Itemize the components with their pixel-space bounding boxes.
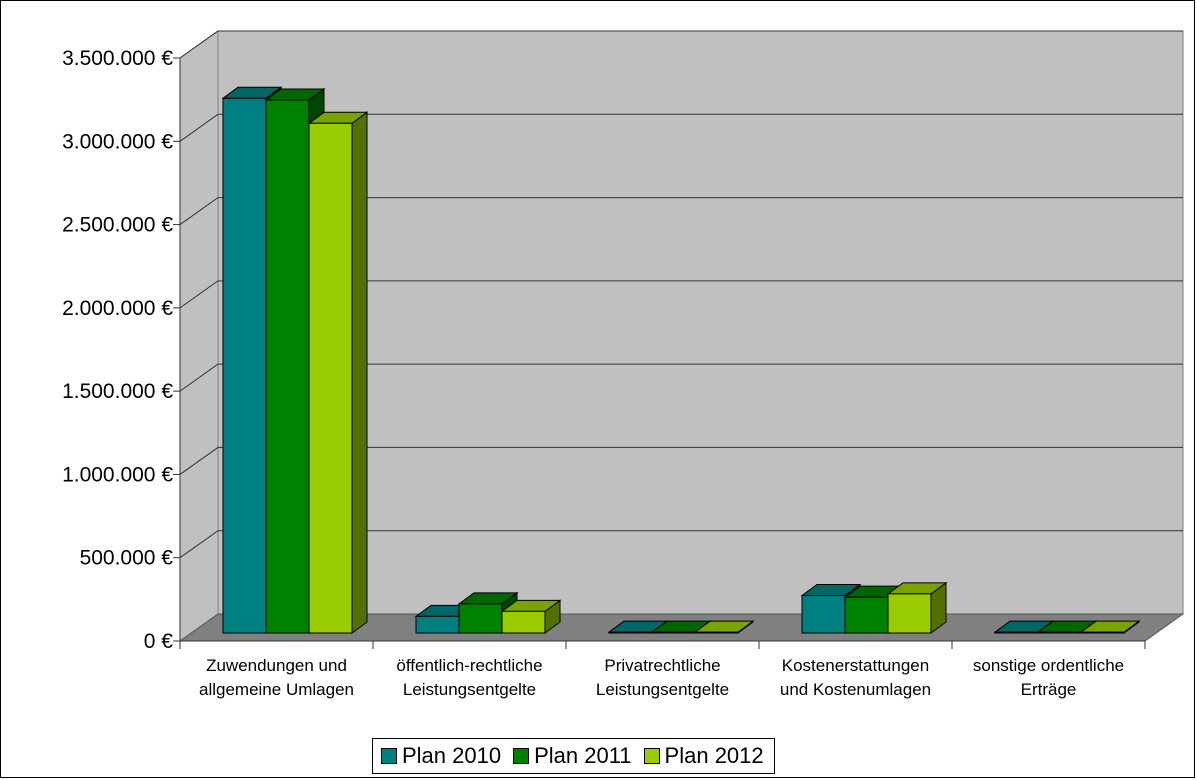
bar <box>1037 631 1082 634</box>
y-tick-label: 2.000.000 € <box>62 297 173 320</box>
bar-side <box>351 111 368 634</box>
bar <box>308 122 353 634</box>
bar <box>458 603 503 634</box>
bar <box>222 97 267 634</box>
legend-swatch <box>381 748 397 764</box>
bar-chart: 0 € 500.000 € 1.000.000 € 1.500.000 € 2.000.… <box>62 30 1185 699</box>
legend-label: Plan 2012 <box>664 743 764 768</box>
bar <box>887 593 932 634</box>
x-category-label: Erträge <box>1021 680 1077 699</box>
bar <box>608 631 653 634</box>
bar <box>694 631 739 634</box>
y-tick-label: 3.500.000 € <box>62 47 173 70</box>
y-tick-label: 3.000.000 € <box>62 130 173 153</box>
bar <box>1080 631 1125 634</box>
gridline <box>179 197 1183 225</box>
x-category-label: sonstige ordentliche <box>973 656 1124 675</box>
y-tick-label: 1.000.000 € <box>62 463 173 486</box>
x-category-label: Leistungsentgelte <box>596 680 729 699</box>
gridline <box>179 113 1183 142</box>
legend-item: Plan 2012 <box>643 743 764 769</box>
y-tick-label: 2.500.000 € <box>62 214 173 237</box>
legend-item: Plan 2011 <box>513 743 632 769</box>
legend-label: Plan 2010 <box>402 743 502 768</box>
y-tick-label: 1.500.000 € <box>62 380 173 403</box>
x-category-label: Zuwendungen und <box>206 656 347 675</box>
legend-label: Plan 2011 <box>534 743 632 768</box>
legend-swatch <box>513 748 530 764</box>
x-category-label: Leistungsentgelte <box>403 680 536 699</box>
bar <box>801 595 846 634</box>
x-category-label: Kostenerstattungen <box>782 656 929 675</box>
y-tick-label: 500.000 € <box>80 547 174 570</box>
x-category-label: und Kostenumlagen <box>780 680 931 699</box>
gridline <box>179 530 1183 559</box>
gridline <box>179 280 1183 309</box>
bar <box>265 99 310 634</box>
bar <box>501 610 546 634</box>
bar <box>651 631 696 634</box>
gridline <box>179 30 1183 59</box>
y-tick-label: 0 € <box>144 630 174 653</box>
bar <box>844 596 889 634</box>
bar <box>994 631 1039 634</box>
x-category-label: Privatrechtliche <box>604 656 720 675</box>
gridline <box>179 363 1183 392</box>
x-category-label: allgemeine Umlagen <box>199 680 354 699</box>
bar <box>415 615 460 634</box>
legend: Plan 2010 Plan 2011 Plan 2012 <box>372 738 775 774</box>
side-wall <box>179 30 219 642</box>
x-category-label: öffentlich-rechtliche <box>396 656 542 675</box>
gridline <box>179 446 1183 475</box>
legend-swatch <box>643 748 660 764</box>
legend-item: Plan 2010 <box>381 743 501 769</box>
